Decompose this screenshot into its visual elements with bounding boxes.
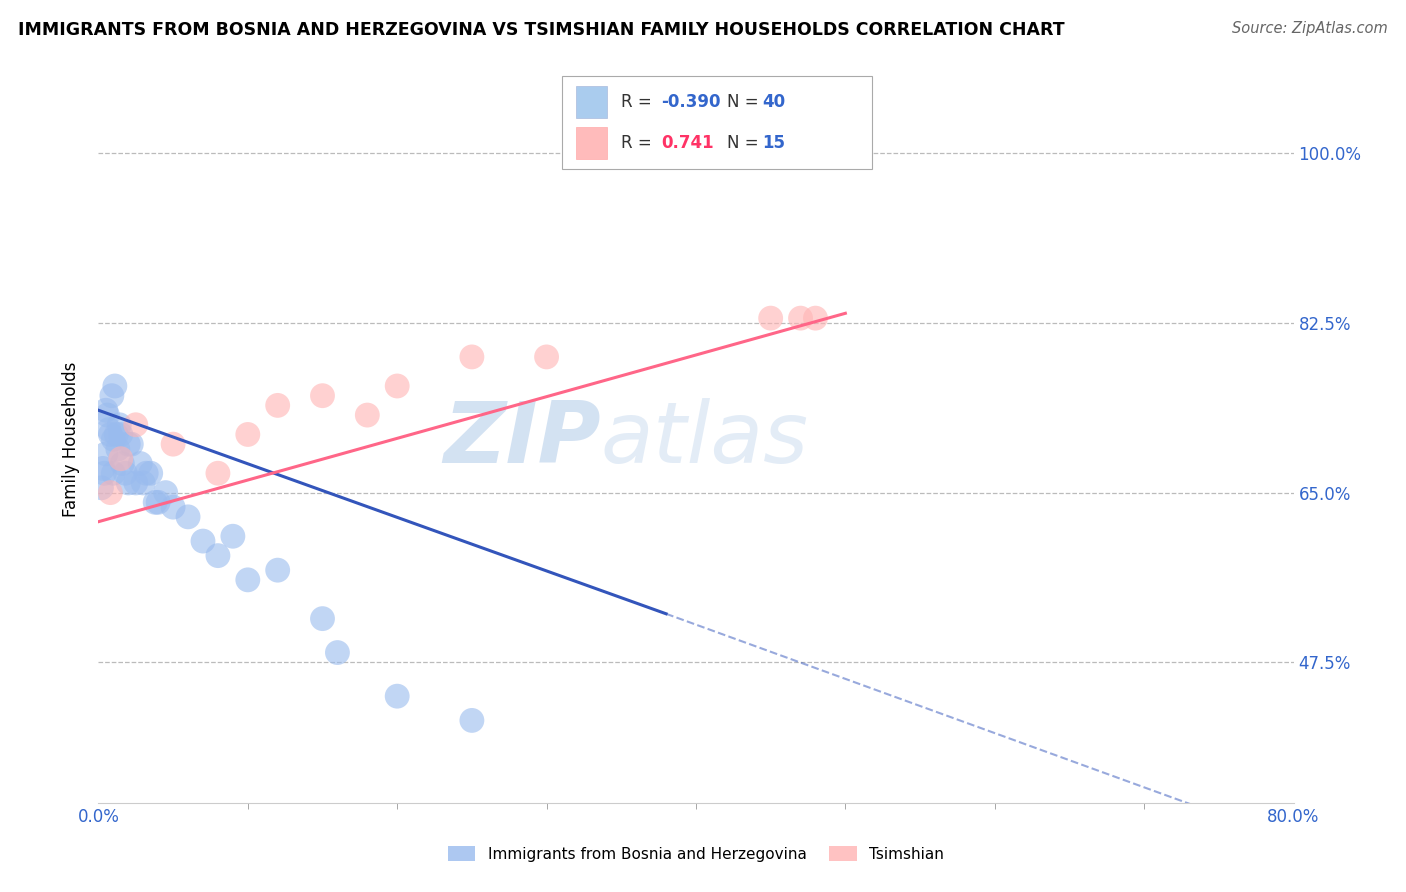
Point [104,379,127,393]
Point [155,485,177,500]
Text: atlas: atlas [600,398,808,481]
Text: N =: N = [727,93,763,111]
Point [117,475,139,490]
Point [461,714,484,728]
Point [162,500,184,515]
Point [98,485,122,500]
Point [94,403,117,417]
Point [177,509,200,524]
Point [267,563,290,577]
Point [114,467,136,481]
Legend: Immigrants from Bosnia and Herzegovina, Tsimshian: Immigrants from Bosnia and Herzegovina, … [441,839,950,868]
Point [110,427,132,442]
Text: 0.741: 0.741 [661,135,713,153]
Point [96,408,118,422]
Text: IMMIGRANTS FROM BOSNIA AND HERZEGOVINA VS TSIMSHIAN FAMILY HOUSEHOLDS CORRELATIO: IMMIGRANTS FROM BOSNIA AND HERZEGOVINA V… [18,21,1064,38]
Point [191,534,214,549]
Point [98,427,122,442]
Point [536,350,558,364]
Point [91,461,114,475]
Point [326,646,349,660]
Point [135,467,157,481]
Point [111,457,134,471]
Text: 40: 40 [762,93,785,111]
Point [108,417,131,432]
Point [356,408,378,422]
Point [129,457,152,471]
Point [103,432,125,446]
Point [120,437,142,451]
Point [311,612,333,626]
Point [125,475,148,490]
Text: N =: N = [727,135,763,153]
Text: R =: R = [621,93,658,111]
Point [385,689,409,703]
Point [93,467,115,481]
Point [107,442,129,456]
Text: 15: 15 [762,135,785,153]
Point [117,437,139,451]
Point [148,495,170,509]
Text: ZIP: ZIP [443,398,600,481]
Point [207,549,229,563]
Point [759,311,782,326]
Point [207,467,229,481]
Y-axis label: Family Households: Family Households [62,361,80,517]
Point [804,311,827,326]
Text: -0.390: -0.390 [661,93,720,111]
Point [97,423,120,437]
Point [236,427,259,442]
Point [90,481,112,495]
Point [125,417,148,432]
Point [236,573,259,587]
Point [139,467,162,481]
Point [385,379,409,393]
Point [789,311,811,326]
Point [132,475,155,490]
Point [311,389,333,403]
Point [461,350,484,364]
Point [110,451,132,466]
Point [103,467,125,481]
Point [222,529,245,543]
Point [143,495,166,509]
Point [101,389,124,403]
Point [162,437,184,451]
Point [94,447,117,461]
Point [105,427,128,442]
Text: R =: R = [621,135,658,153]
Text: Source: ZipAtlas.com: Source: ZipAtlas.com [1232,21,1388,36]
Point [267,398,290,412]
